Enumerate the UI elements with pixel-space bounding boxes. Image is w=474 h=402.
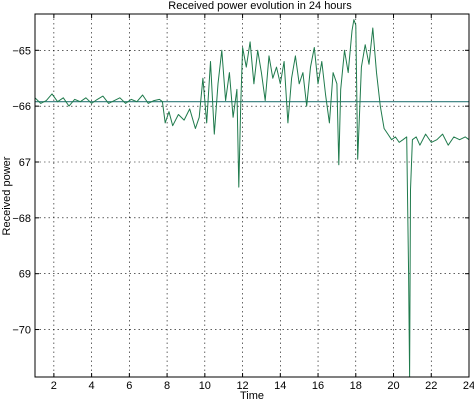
x-tick-label: 8 (164, 380, 170, 392)
x-tick-label: 6 (126, 380, 132, 392)
series-layer (34, 19, 470, 378)
x-tick-label: 2 (51, 380, 57, 392)
x-tick-label: 10 (199, 380, 211, 392)
y-axis-title: Received power (1, 156, 13, 235)
plot-frame (34, 13, 470, 378)
x-tick-label: 22 (425, 380, 437, 392)
x-axis-title: Time (240, 390, 264, 402)
y-tick-label: −70 (12, 325, 31, 337)
y-tick-label: −66 (12, 101, 31, 113)
y-tick-label: −68 (12, 213, 31, 225)
y-axis-ticks: −70 69 −68 67 −66 −65 (12, 45, 469, 337)
x-tick-label: 18 (350, 380, 362, 392)
x-tick-label: 4 (89, 380, 95, 392)
y-tick-label: 67 (19, 157, 31, 169)
y-tick-label: 69 (19, 269, 31, 281)
y-tick-label: −65 (12, 45, 31, 57)
series-line (34, 19, 470, 378)
x-tick-label: 14 (274, 380, 286, 392)
x-axis-ticks: 2 4 6 8 10 12 14 16 18 20 22 24 (51, 14, 474, 392)
x-tick-label: 24 (463, 380, 474, 392)
chart-title: Received power evolution in 24 hours (168, 0, 352, 12)
x-tick-label: 16 (312, 380, 324, 392)
grid (35, 14, 470, 377)
x-tick-label: 20 (387, 380, 399, 392)
x-tick-label: 12 (236, 380, 248, 392)
